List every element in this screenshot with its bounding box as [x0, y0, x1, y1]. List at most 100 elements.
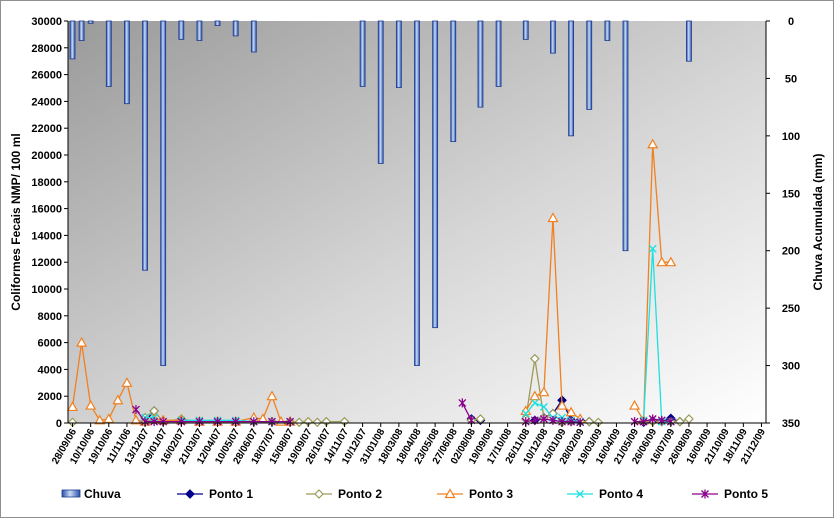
y2-tick-label: 200: [782, 246, 800, 258]
rain-bar: [477, 20, 484, 108]
ponto-3-marker: [538, 386, 550, 397]
rain-bar: [586, 20, 593, 110]
ponto-3-marker: [121, 377, 133, 387]
rain-bar: [622, 20, 629, 252]
y-tick-label: 10000: [31, 284, 62, 296]
rain-bar: [160, 20, 167, 366]
legend-item: Ponto 1: [177, 487, 253, 501]
ponto-2-marker: [312, 417, 323, 428]
rain-bar: [604, 20, 611, 41]
ponto-3-marker: [266, 390, 278, 401]
ponto-3-marker: [112, 394, 124, 405]
y-tick-label: 18000: [31, 177, 62, 189]
rain-bar: [550, 20, 556, 54]
rain-bar: [78, 20, 85, 41]
legend-label: Ponto 1: [209, 487, 253, 501]
ponto-3-marker: [647, 138, 659, 149]
ponto-5-marker: [639, 417, 648, 427]
y-tick-label: 12000: [31, 257, 62, 269]
legend-item: Ponto 5: [692, 487, 768, 501]
y-tick-label: 6000: [38, 338, 62, 350]
ponto-2-marker: [529, 353, 540, 364]
y-tick-label: 28000: [31, 43, 62, 55]
legend-item: Chuva: [61, 487, 121, 501]
rain-bar: [568, 20, 575, 137]
ponto-3-marker: [656, 256, 668, 267]
y2-tick-label: 0: [788, 16, 794, 28]
rain-bars: [69, 20, 692, 366]
ponto-3-marker: [565, 406, 577, 417]
ponto-3-marker: [556, 399, 568, 410]
y2-tick-label: 100: [782, 131, 800, 143]
legend-label: Chuva: [84, 487, 121, 501]
legend-item: Ponto 3: [437, 487, 513, 501]
ponto-2-marker: [584, 416, 595, 427]
rain-bar: [232, 20, 239, 37]
ponto-3-marker: [529, 390, 541, 401]
y2-axis-ticks: 0 50 100 150 200 250 300 350: [766, 16, 800, 430]
y-tick-label: 26000: [31, 70, 62, 82]
y-tick-label: 14000: [31, 230, 62, 242]
y-tick-label: 16000: [31, 204, 62, 216]
series-ponto-5: [132, 398, 675, 427]
ponto-5-marker: [150, 417, 159, 427]
y-tick-label: 22000: [31, 123, 62, 135]
rain-bar: [214, 20, 221, 26]
ponto-2-marker: [314, 489, 324, 499]
ponto-3-marker: [547, 212, 559, 223]
y2-tick-label: 150: [782, 188, 800, 200]
rain-bar: [87, 20, 94, 24]
legend-label: Ponto 2: [338, 487, 382, 501]
ponto-3-marker: [76, 336, 88, 347]
ponto-5-marker: [458, 398, 467, 408]
legend-label: Ponto 3: [469, 487, 513, 501]
rain-bar: [432, 20, 439, 329]
y2-tick-label: 50: [785, 73, 797, 85]
ponto-3-marker: [85, 399, 97, 410]
ponto-3-marker: [103, 413, 115, 424]
rain-bar: [105, 20, 112, 87]
ponto-3-marker: [130, 414, 142, 425]
ponto-4-marker: [521, 409, 530, 418]
rain-bar: [395, 20, 402, 89]
legend-item: Ponto 2: [306, 487, 382, 501]
legend-label: Ponto 4: [599, 487, 643, 501]
y-tick-label: 8000: [38, 311, 62, 323]
y-axis-ticks: 0 2000 4000 6000 8000 10000 12000 14000 16000 180…: [31, 16, 68, 430]
rain-bar: [196, 20, 203, 41]
rain-bar: [142, 20, 148, 271]
ponto-3-marker: [629, 399, 641, 410]
y-tick-label: 4000: [38, 364, 62, 376]
legend: Chuva Ponto 1 Ponto 2 Ponto 3 Ponto 4 Ponto 5: [61, 487, 768, 501]
y-tick-label: 20000: [31, 150, 62, 162]
ponto-4-marker: [530, 398, 539, 407]
ponto-5-marker: [132, 405, 140, 415]
y-tick-label: 30000: [31, 16, 62, 28]
legend-label: Ponto 5: [724, 487, 768, 501]
rain-bar: [377, 20, 384, 164]
ponto-4-marker: [576, 490, 584, 498]
ponto-3-marker: [257, 413, 269, 424]
y-tick-label: 2000: [38, 391, 62, 403]
y-tick-label: 0: [56, 418, 62, 430]
rain-bar: [450, 20, 457, 142]
rain-bar: [495, 20, 502, 87]
rain-bar: [69, 20, 76, 60]
rain-bar: [124, 20, 130, 105]
rain-bar: [522, 20, 529, 40]
ponto-5-marker: [648, 414, 657, 424]
y2-axis-label: Chuva Acumulada (mm): [811, 154, 825, 291]
ponto-2-marker: [294, 417, 305, 428]
legend-swatch: [61, 489, 81, 498]
ponto-5-marker: [701, 489, 709, 499]
ponto-3-marker: [444, 488, 456, 499]
ponto-4-marker: [539, 402, 548, 411]
ponto-5-marker: [539, 414, 548, 424]
rain-bar: [178, 20, 185, 40]
y-tick-label: 24000: [31, 96, 62, 108]
rain-bar: [414, 20, 420, 366]
y-axis-label: Coliformes Fecais NMP/ 100 ml: [9, 133, 23, 310]
y2-tick-label: 250: [782, 303, 800, 315]
